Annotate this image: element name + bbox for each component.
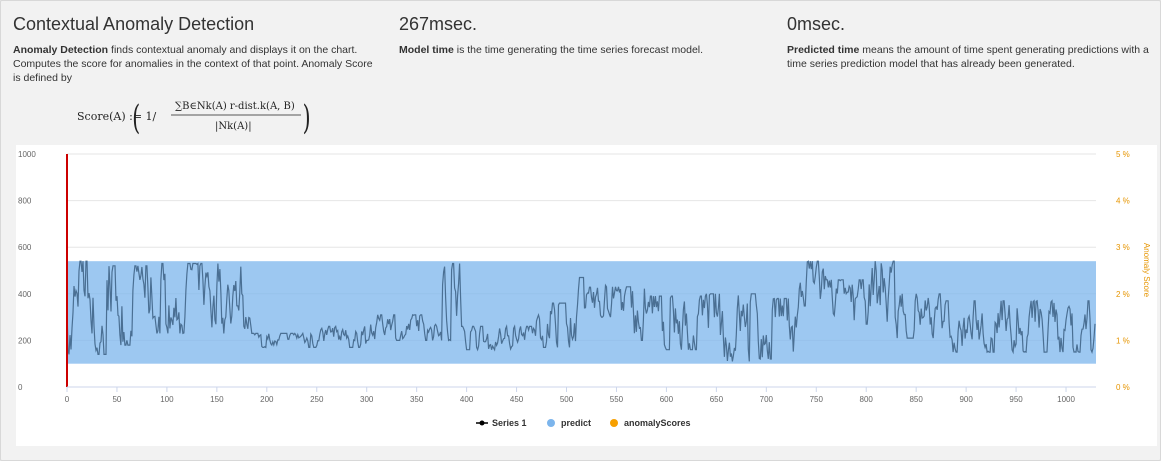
y-axis: 0 200 400 600 800 1000 [18,150,36,392]
x-tick-label: 200 [260,395,274,404]
y2-tick-label: 5 % [1116,150,1130,159]
x-tick-label: 650 [710,395,724,404]
formula-denominator: |Nk(A)| [215,121,252,132]
y-tick-label: 200 [18,336,32,345]
model-time-value: 267msec. [399,14,478,34]
formula-numerator: ∑B∈Nk(A) r-dist.k(A, B) [175,101,295,112]
y2-tick-label: 3 % [1116,243,1130,252]
x-tick-label: 500 [560,395,574,404]
y2-tick-label: 2 % [1116,290,1130,299]
model-time-description: Model time is the time generating the ti… [399,43,769,57]
description-column: Contextual Anomaly Detection Anomaly Det… [13,13,383,85]
predicted-time-rest: means the amount of time spent generatin… [787,44,1149,70]
y2-tick-label: 0 % [1116,383,1130,392]
x-tick-label: 850 [909,395,923,404]
x-tick-label: 1000 [1057,395,1075,404]
legend-item[interactable]: Series 1 [476,418,527,428]
legend-symbol [547,419,555,427]
y2-axis: 0 % 1 % 2 % 3 % 4 % 5 % Anomaly Score [1116,150,1151,392]
x-tick-label: 800 [860,395,874,404]
y-tick-label: 800 [18,197,32,206]
page-title: Contextual Anomaly Detection [13,14,255,34]
legend-item[interactable]: anomalyScores [610,418,691,428]
x-tick-label: 50 [112,395,121,404]
x-tick-label: 300 [360,395,374,404]
x-tick-label: 450 [510,395,524,404]
y-tick-label: 400 [18,290,32,299]
y-tick-label: 1000 [18,150,36,159]
x-tick-label: 400 [460,395,474,404]
description-text: Anomaly Detection finds contextual anoma… [13,43,383,85]
x-tick-label: 750 [810,395,824,404]
legend-label: predict [561,418,591,428]
score-formula: Score(A) := 1/ ( ∑B∈Nk(A) r-dist.k(A, B)… [77,93,327,141]
x-tick-label: 350 [410,395,424,404]
model-time-column: 267msec. Model time is the time generati… [399,13,769,57]
x-tick-label: 100 [160,395,174,404]
y2-axis-title: Anomaly Score [1142,243,1151,298]
series-1-line [66,260,1096,362]
predicted-time-column: 0msec. Predicted time means the amount o… [787,13,1157,71]
series-1-polyline [66,260,1096,362]
x-tick-label: 950 [1009,395,1023,404]
formula-lhs: Score(A) := 1/ [77,110,157,123]
y2-tick-label: 1 % [1116,336,1130,345]
chart-legend[interactable]: Series 1 predict anomalyScores [476,418,691,428]
legend-symbol [610,419,618,427]
description-rest: finds contextual anomaly and displays it… [13,44,373,84]
formula-paren-right: ) [303,97,311,137]
legend-item[interactable]: predict [547,418,591,428]
x-tick-label: 550 [610,395,624,404]
anomaly-chart[interactable]: 0 50 100 150 200 250 300 350 400 450 500 550 600 650 7… [16,145,1157,446]
x-tick-label: 600 [660,395,674,404]
x-tick-label: 700 [760,395,774,404]
description-bold: Anomaly Detection [13,44,109,56]
predicted-time-bold: Predicted time [787,44,860,56]
y2-tick-label: 4 % [1116,197,1130,206]
legend-label: anomalyScores [624,418,691,428]
model-time-bold: Model time [399,44,454,56]
legend-label: Series 1 [492,418,527,428]
y-tick-label: 0 [18,383,23,392]
x-tick-label: 900 [959,395,973,404]
chart-svg[interactable]: 0 50 100 150 200 250 300 350 400 450 500 550 600 650 7… [16,145,1157,446]
y-tick-label: 600 [18,243,32,252]
predicted-time-value: 0msec. [787,14,846,34]
predicted-time-description: Predicted time means the amount of time … [787,43,1157,71]
x-tick-label: 0 [65,395,70,404]
x-axis: 0 50 100 150 200 250 300 350 400 450 500 550 600 650 7… [65,386,1096,404]
x-tick-label: 150 [210,395,224,404]
x-tick-label: 250 [310,395,324,404]
formula-paren-left: ( [132,97,140,137]
model-time-rest: is the time generating the time series f… [453,44,704,56]
legend-marker [479,420,485,426]
